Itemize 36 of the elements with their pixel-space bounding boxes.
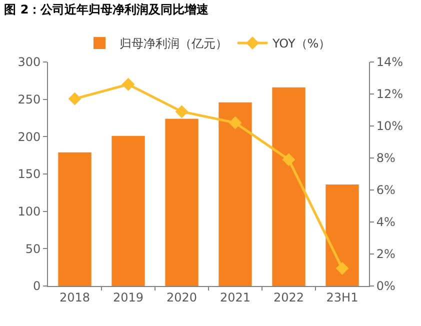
y-tick-label: 50 — [25, 242, 41, 256]
y-tick-label: 100 — [18, 204, 41, 219]
legend-label: 归母净利润（亿元） — [120, 36, 228, 51]
point — [122, 78, 135, 91]
x-tick-label: 23H1 — [326, 290, 358, 304]
bar — [326, 184, 359, 286]
point — [68, 92, 82, 106]
bar — [112, 136, 145, 286]
y-tick-label: 0 — [32, 279, 41, 294]
x-tick-label: 2020 — [166, 290, 198, 304]
x-tick-label: 2018 — [59, 290, 90, 304]
y2-tick-label: 10% — [376, 119, 404, 134]
y-tick-label: 300 — [18, 55, 41, 70]
y2-tick-label: 12% — [376, 87, 404, 102]
y2-tick-label: 6% — [376, 183, 396, 198]
point — [175, 105, 188, 118]
point — [228, 116, 242, 130]
y2-tick-label: 0% — [376, 279, 396, 294]
y-tick-label: 150 — [18, 167, 41, 182]
y-tick-label: 250 — [18, 92, 41, 107]
y2-tick-label: 8% — [376, 151, 396, 166]
point — [336, 262, 349, 275]
x-tick-label: 2021 — [220, 290, 251, 304]
bar — [272, 87, 306, 286]
y2-tick-label: 14% — [376, 55, 404, 70]
bar — [58, 152, 92, 286]
y2-tick-label: 2% — [376, 247, 396, 262]
x-tick-label: 2022 — [273, 290, 304, 304]
x-tick-label: 2019 — [112, 290, 144, 304]
bar — [165, 118, 198, 286]
bar — [218, 102, 252, 286]
y-tick-label: 200 — [18, 130, 41, 144]
chart-title: 图 2：公司近年归母净利润及同比增速 — [4, 2, 210, 16]
point — [282, 153, 296, 166]
legend-label: YOY（%） — [272, 36, 331, 51]
y2-tick-label: 4% — [376, 215, 396, 230]
